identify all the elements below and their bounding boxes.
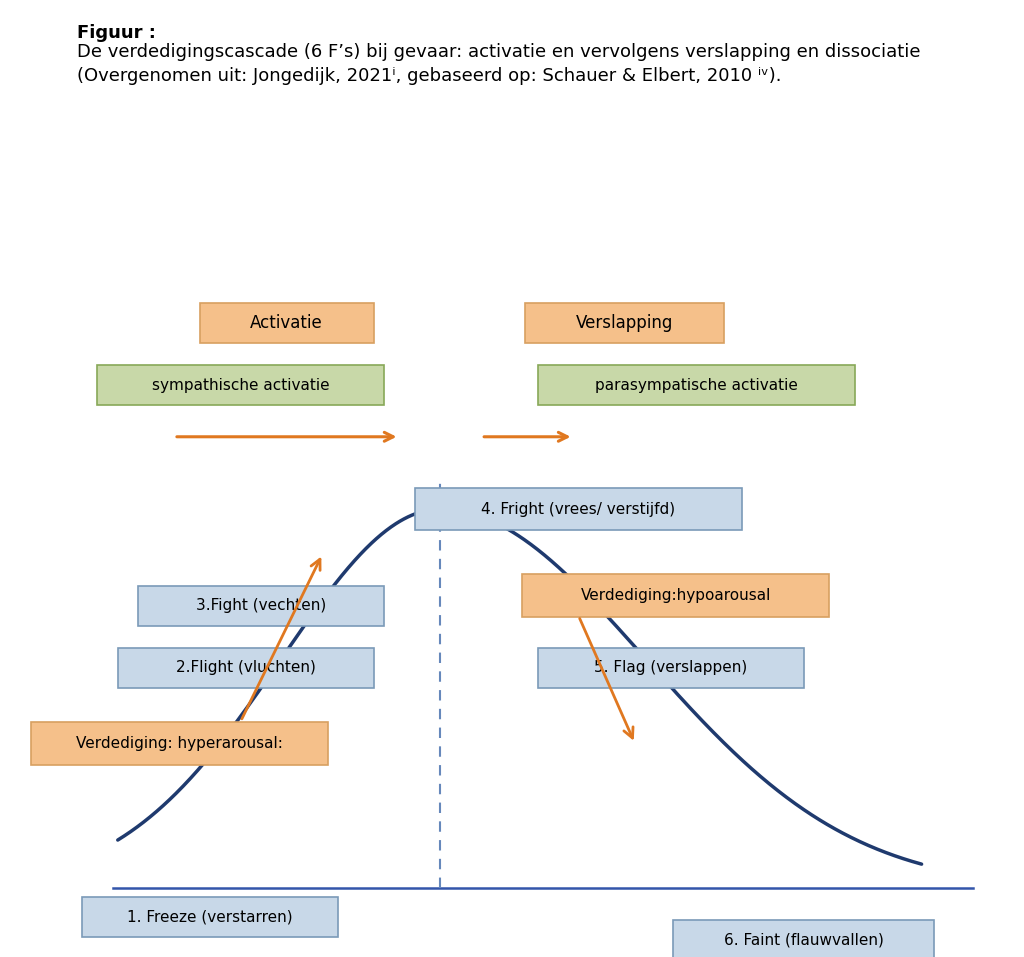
FancyBboxPatch shape [525, 303, 725, 343]
Text: Verdediging: hyperarousal:: Verdediging: hyperarousal: [76, 736, 283, 751]
FancyBboxPatch shape [674, 920, 935, 957]
Text: 6. Faint (flauwvallen): 6. Faint (flauwvallen) [724, 932, 884, 947]
Text: 2.Flight (vluchten): 2.Flight (vluchten) [176, 660, 315, 675]
FancyBboxPatch shape [522, 574, 829, 616]
FancyBboxPatch shape [97, 366, 384, 405]
FancyBboxPatch shape [31, 722, 328, 765]
FancyBboxPatch shape [415, 488, 742, 530]
FancyBboxPatch shape [118, 648, 374, 687]
Text: sympathische activatie: sympathische activatie [152, 378, 330, 392]
FancyBboxPatch shape [538, 366, 855, 405]
FancyBboxPatch shape [200, 303, 374, 343]
Text: (Overgenomen uit: Jongedijk, 2021ⁱ, gebaseerd op: Schauer & Elbert, 2010 ⁱᵛ).: (Overgenomen uit: Jongedijk, 2021ⁱ, geba… [77, 67, 781, 85]
Text: 5. Flag (verslappen): 5. Flag (verslappen) [594, 660, 748, 675]
Text: 4. Fright (vrees/ verstijfd): 4. Fright (vrees/ verstijfd) [481, 501, 676, 517]
Text: parasympatische activatie: parasympatische activatie [595, 378, 798, 392]
Text: Verslapping: Verslapping [575, 314, 674, 332]
Text: De verdedigingscascade (6 F’s) bij gevaar: activatie en vervolgens verslapping e: De verdedigingscascade (6 F’s) bij gevaa… [77, 43, 921, 61]
FancyBboxPatch shape [538, 648, 804, 687]
Text: Activatie: Activatie [250, 314, 324, 332]
Text: 1. Freeze (verstarren): 1. Freeze (verstarren) [127, 909, 293, 924]
Text: Figuur :: Figuur : [77, 24, 156, 42]
Text: 3.Fight (vechten): 3.Fight (vechten) [196, 598, 327, 613]
FancyBboxPatch shape [82, 897, 338, 937]
FancyBboxPatch shape [138, 586, 384, 626]
Text: Verdediging:hypoarousal: Verdediging:hypoarousal [581, 588, 771, 603]
